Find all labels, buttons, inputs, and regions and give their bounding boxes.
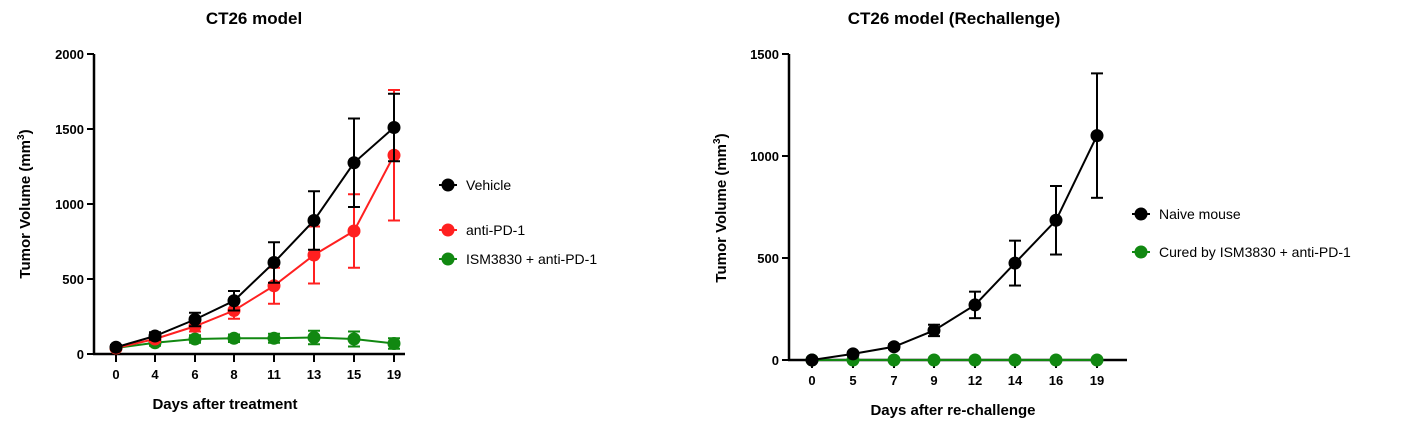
data-point [927,323,941,337]
data-point [307,331,321,344]
x-tick-label: 5 [849,373,856,388]
data-point [387,337,401,350]
data-point [347,156,361,170]
data-point [968,353,982,367]
data-point [1008,353,1022,367]
y-tick-label: 0 [772,353,779,368]
legend-item: Vehicle [439,177,511,193]
data-point [1008,256,1022,270]
y-tick-label: 1500 [55,122,84,137]
chart-panel: 0 500 1000 1500 0 5 7 9 12 14 16 19 Cured by ISM3830… [750,47,1351,388]
data-point [267,331,281,345]
legend-label: Naive mouse [1159,206,1241,222]
data-point [1090,129,1104,143]
data-point [347,332,361,346]
x-tick-label: 0 [112,367,119,382]
x-tick-label: 12 [968,373,982,388]
data-point [846,347,860,361]
series-line [115,126,395,349]
data-point [307,214,321,227]
x-axis-title: Days after re-challenge [870,402,1035,419]
legend-item: ISM3830 + anti-PD-1 [439,251,597,267]
data-point [387,121,401,134]
y-tick-label: 1000 [750,149,779,164]
legend-item: anti-PD-1 [439,222,525,238]
x-tick-label: 19 [1090,373,1104,388]
y-tick-label: 500 [757,251,779,266]
series-2 [109,89,401,355]
x-tick-label: 4 [151,367,159,382]
series-line [115,336,395,349]
data-point [347,224,361,238]
data-point [887,340,901,354]
legend-marker [441,223,455,237]
x-tick-label: 19 [387,367,401,382]
y-axis-title: Tumor Volume (mm3) [712,133,730,282]
x-tick-label: 9 [930,373,937,388]
data-point [1049,353,1063,367]
chart-title: CT26 model (Rechallenge) [848,9,1061,28]
x-tick-label: 15 [347,367,361,382]
legend-marker [1134,207,1148,221]
x-tick-label: 0 [808,373,815,388]
y-tick-label: 500 [62,272,84,287]
x-tick-label: 8 [230,367,237,382]
data-point [148,329,162,343]
data-point [307,248,321,262]
legend-label: Cured by ISM3830 + anti-PD-1 [1159,244,1351,260]
series-line [811,135,1098,361]
chart-title: CT26 model [206,9,302,28]
data-point [1049,213,1063,227]
data-point [805,353,819,367]
legend-label: ISM3830 + anti-PD-1 [466,251,597,267]
x-tick-label: 11 [267,367,281,382]
series-1 [109,92,401,354]
legend-marker [441,252,455,266]
data-point [188,313,202,326]
x-tick-label: 7 [890,373,897,388]
data-point [227,331,241,345]
legend-marker [1134,245,1148,259]
data-point [927,353,941,367]
data-point [1090,353,1104,367]
x-tick-label: 16 [1049,373,1063,388]
x-tick-label: 13 [307,367,321,382]
data-point [267,256,281,269]
y-tick-label: 1500 [750,47,779,62]
y-axis-title: Tumor Volume (mm3) [16,129,34,278]
data-point [109,340,123,354]
x-axis-title: Days after treatment [152,396,297,413]
legend-item: Cured by ISM3830 + anti-PD-1 [1132,244,1351,260]
data-point [968,298,982,312]
y-tick-label: 2000 [55,47,84,62]
data-point [887,353,901,367]
legend-label: anti-PD-1 [466,222,525,238]
data-point [227,294,241,308]
legend-item: Naive mouse [1132,206,1241,222]
series-1 [805,72,1104,367]
chart-panel: 0 500 1000 1500 2000 0 4 6 8 11 13 15 19 ISM3830 + an… [55,47,597,382]
y-tick-label: 0 [77,347,84,362]
legend-label: Vehicle [466,177,511,193]
y-tick-label: 1000 [55,197,84,212]
data-point [188,332,202,346]
legend-marker [441,178,455,192]
series-line [115,154,395,349]
x-tick-label: 14 [1008,373,1023,388]
x-tick-label: 6 [191,367,198,382]
